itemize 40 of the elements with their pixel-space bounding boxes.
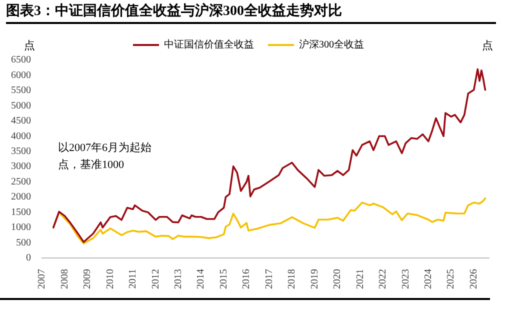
- x-tick-label: 2019: [309, 269, 320, 289]
- y-tick-label: 4500: [11, 116, 31, 127]
- x-tick-label: 2024: [423, 269, 434, 289]
- x-tick-label: 2021: [354, 269, 366, 289]
- x-tick-label: 2013: [173, 269, 184, 289]
- y-tick-label: 1500: [11, 206, 31, 218]
- y-tick-label: 1000: [11, 222, 31, 234]
- x-tick-label: 2025: [446, 269, 457, 289]
- x-tick-label: 2016: [241, 269, 252, 289]
- x-tick-label: 2017: [264, 269, 275, 289]
- y-tick-label: 500: [16, 237, 31, 248]
- x-tick-label: 2012: [150, 269, 162, 289]
- x-tick-label: 2022: [378, 269, 389, 289]
- x-tick-label: 2014: [196, 269, 207, 289]
- x-tick-label: 2018: [286, 269, 298, 289]
- y-tick-label: 5000: [11, 100, 31, 112]
- y-axis-title: 点: [24, 38, 35, 53]
- x-tick-label: 2026: [468, 269, 480, 289]
- x-tick-label: 2023: [400, 269, 412, 289]
- annotation: 以2007年6月为起始点，基准1000: [58, 141, 152, 173]
- x-tick-label: 2008: [59, 269, 70, 289]
- legend-label: 沪深300全收益: [299, 38, 364, 51]
- y-tick-label: 2000: [11, 192, 31, 203]
- legend-label: 中证国信价值全收益: [164, 38, 254, 51]
- y-tick-label: 6000: [11, 70, 31, 81]
- y-tick-label: 0: [26, 252, 31, 264]
- y-tick-label: 2500: [11, 176, 31, 188]
- x-tick-label: 2010: [104, 269, 116, 289]
- y-tick-label: 3500: [11, 146, 31, 158]
- x-tick-label: 2015: [218, 269, 230, 289]
- x-tick-label: 2007: [36, 269, 48, 289]
- y-tick-label: 3000: [11, 161, 31, 172]
- text: 点: [482, 38, 493, 53]
- y-tick-label: 4000: [11, 130, 31, 142]
- x-tick-label: 2011: [128, 269, 139, 289]
- y-tick-label: 6500: [11, 54, 31, 66]
- x-tick-label: 2020: [332, 269, 344, 289]
- x-tick-label: 2009: [82, 269, 94, 289]
- chart-title: 图表3：中证国信价值全收益与沪深300全收益走势对比: [6, 2, 496, 24]
- y-tick-label: 5500: [11, 85, 31, 96]
